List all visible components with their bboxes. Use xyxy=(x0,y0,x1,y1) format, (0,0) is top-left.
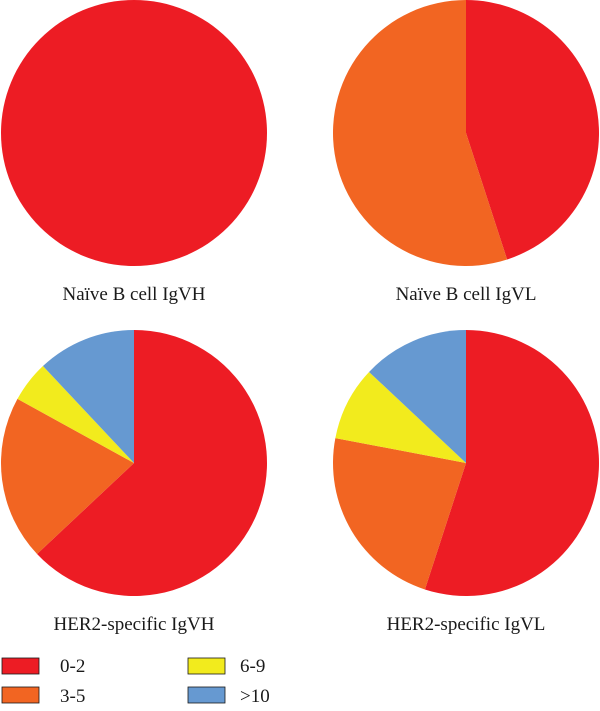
legend-item-0-2: 0-2 xyxy=(1,656,85,677)
pie-naive-igvl: Naïve B cell IgVL xyxy=(333,0,599,305)
legend-item-6-9: 6-9 xyxy=(187,656,265,677)
pie-her2-igvh-title: HER2-specific IgVH xyxy=(54,614,215,635)
pie-her2-igvh-slice-0-2 xyxy=(37,330,267,596)
pie-her2-igvh: HER2-specific IgVH xyxy=(0,330,267,635)
pie-her2-igvh-slice-3-5 xyxy=(0,398,134,555)
pie-her2-igvl-slices xyxy=(333,330,599,596)
pie-naive-igvl-slice-3-5 xyxy=(333,0,508,266)
legend-label-3-5: 3-5 xyxy=(60,686,85,707)
legend-item-gt10: >10 xyxy=(187,686,270,707)
legend-item-3-5: 3-5 xyxy=(1,686,85,707)
pie-naive-igvh-title: Naïve B cell IgVH xyxy=(63,284,206,305)
pie-her2-igvh-slice-6-9 xyxy=(17,366,135,463)
legend-swatch-0-2 xyxy=(1,657,40,675)
pie-naive-igvh-slices xyxy=(1,0,267,266)
legend-label-gt10: >10 xyxy=(240,686,270,707)
pie-her2-igvl-slice-6-9 xyxy=(335,371,466,463)
pie-her2-igvl: HER2-specific IgVL xyxy=(333,330,599,635)
legend-label-0-2: 0-2 xyxy=(60,656,85,677)
legend-swatch-6-9 xyxy=(187,657,226,675)
pie-her2-igvh-slice-gt10 xyxy=(42,330,135,463)
pie-her2-igvh-slices xyxy=(0,330,267,596)
pie-her2-igvl-slice-0-2 xyxy=(424,330,599,596)
pie-her2-igvl-slice-3-5 xyxy=(333,438,466,590)
pie-her2-igvl-slice-gt10 xyxy=(369,330,466,463)
legend-swatch-3-5 xyxy=(1,686,40,704)
pie-naive-igvh-slice-0-2 xyxy=(1,0,267,266)
pie-naive-igvh: Naïve B cell IgVH xyxy=(1,0,267,305)
pie-her2-igvl-title: HER2-specific IgVL xyxy=(387,614,546,635)
legend-label-6-9: 6-9 xyxy=(240,656,265,677)
legend-swatch-gt10 xyxy=(187,686,226,704)
pie-naive-igvl-slice-0-2 xyxy=(466,0,599,260)
pie-naive-igvl-slices xyxy=(333,0,599,266)
pie-naive-igvl-title: Naïve B cell IgVL xyxy=(396,284,537,305)
legend: 0-2 3-5 6-9 >10 xyxy=(1,656,270,707)
